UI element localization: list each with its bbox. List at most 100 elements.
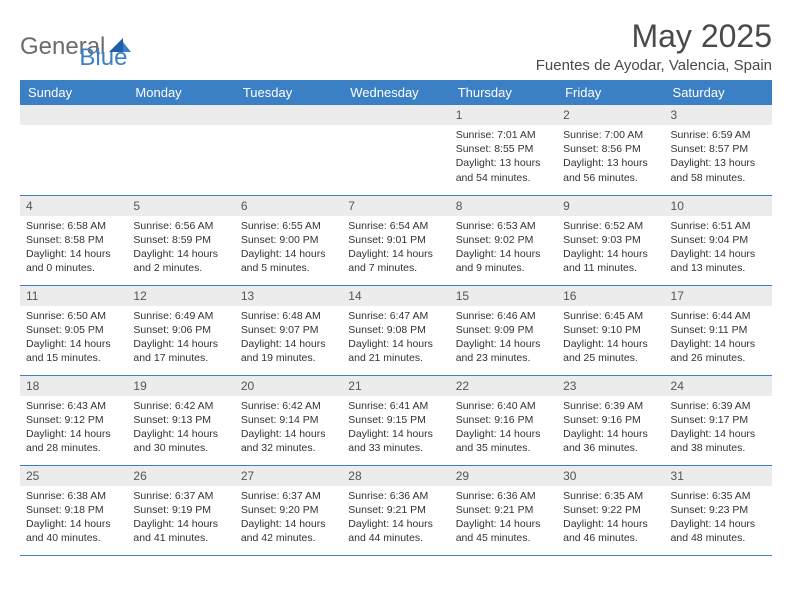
day-number: 20 [235, 376, 342, 396]
day-content: Sunrise: 6:49 AMSunset: 9:06 PMDaylight:… [127, 306, 234, 370]
calendar-cell: 8 Sunrise: 6:53 AMSunset: 9:02 PMDaylight… [450, 195, 557, 285]
sunset-line: Sunset: 9:10 PM [563, 323, 658, 337]
daylight-line: Daylight: 14 hours and 15 minutes. [26, 337, 121, 365]
day-number: 14 [342, 286, 449, 306]
sunrise-line: Sunrise: 6:56 AM [133, 219, 228, 233]
calendar-cell [127, 105, 234, 195]
sunrise-line: Sunrise: 6:54 AM [348, 219, 443, 233]
sunset-line: Sunset: 9:12 PM [26, 413, 121, 427]
sunset-line: Sunset: 9:04 PM [671, 233, 766, 247]
day-content: Sunrise: 6:39 AMSunset: 9:17 PMDaylight:… [665, 396, 772, 460]
location: Fuentes de Ayodar, Valencia, Spain [536, 57, 772, 74]
sunset-line: Sunset: 9:16 PM [563, 413, 658, 427]
logo: General Blue [20, 18, 127, 72]
day-number: 6 [235, 196, 342, 216]
daylight-line: Daylight: 14 hours and 32 minutes. [241, 427, 336, 455]
sunset-line: Sunset: 9:17 PM [671, 413, 766, 427]
calendar-cell: 27Sunrise: 6:37 AMSunset: 9:20 PMDayligh… [235, 465, 342, 555]
calendar-cell: 28Sunrise: 6:36 AMSunset: 9:21 PMDayligh… [342, 465, 449, 555]
sunset-line: Sunset: 9:20 PM [241, 503, 336, 517]
calendar-cell: 17Sunrise: 6:44 AMSunset: 9:11 PMDayligh… [665, 285, 772, 375]
sunrise-line: Sunrise: 6:35 AM [563, 489, 658, 503]
daylight-line: Daylight: 14 hours and 45 minutes. [456, 517, 551, 545]
daylight-line: Daylight: 14 hours and 40 minutes. [26, 517, 121, 545]
sunrise-line: Sunrise: 6:55 AM [241, 219, 336, 233]
daylight-line: Daylight: 14 hours and 13 minutes. [671, 247, 766, 275]
day-content: Sunrise: 6:35 AMSunset: 9:23 PMDaylight:… [665, 486, 772, 550]
calendar-cell: 15Sunrise: 6:46 AMSunset: 9:09 PMDayligh… [450, 285, 557, 375]
daylight-line: Daylight: 14 hours and 11 minutes. [563, 247, 658, 275]
day-number: 17 [665, 286, 772, 306]
day-content: Sunrise: 6:44 AMSunset: 9:11 PMDaylight:… [665, 306, 772, 370]
day-number: 4 [20, 196, 127, 216]
sunset-line: Sunset: 9:13 PM [133, 413, 228, 427]
calendar-cell [235, 105, 342, 195]
sunset-line: Sunset: 9:21 PM [348, 503, 443, 517]
sunrise-line: Sunrise: 6:35 AM [671, 489, 766, 503]
day-number [342, 105, 449, 125]
day-content: Sunrise: 6:36 AMSunset: 9:21 PMDaylight:… [342, 486, 449, 550]
day-number [127, 105, 234, 125]
calendar-row: 25Sunrise: 6:38 AMSunset: 9:18 PMDayligh… [20, 465, 772, 555]
calendar-cell: 23Sunrise: 6:39 AMSunset: 9:16 PMDayligh… [557, 375, 664, 465]
sunrise-line: Sunrise: 6:37 AM [133, 489, 228, 503]
calendar-cell: 5Sunrise: 6:56 AMSunset: 8:59 PMDaylight… [127, 195, 234, 285]
sunrise-line: Sunrise: 6:59 AM [671, 128, 766, 142]
day-number: 22 [450, 376, 557, 396]
day-number: 24 [665, 376, 772, 396]
sunrise-line: Sunrise: 6:48 AM [241, 309, 336, 323]
calendar-row: 4Sunrise: 6:58 AMSunset: 8:58 PMDaylight… [20, 195, 772, 285]
calendar-cell: 29 Sunrise: 6:36 AMSunset: 9:21 PMDayligh… [450, 465, 557, 555]
calendar-cell [20, 105, 127, 195]
day-number: 2 [557, 105, 664, 125]
sunrise-line: Sunrise: 6:45 AM [563, 309, 658, 323]
daylight-line: Daylight: 14 hours and 19 minutes. [241, 337, 336, 365]
sunset-line: Sunset: 9:15 PM [348, 413, 443, 427]
sunset-line: Sunset: 9:06 PM [133, 323, 228, 337]
weekday-header: Thursday [450, 80, 557, 105]
day-content: Sunrise: 6:58 AMSunset: 8:58 PMDaylight:… [20, 216, 127, 280]
sunset-line: Sunset: 8:57 PM [671, 142, 766, 156]
day-number: 8 [450, 196, 557, 216]
day-number: 12 [127, 286, 234, 306]
day-number: 1 [450, 105, 557, 125]
sunset-line: Sunset: 9:16 PM [456, 413, 551, 427]
calendar-cell: 9Sunrise: 6:52 AMSunset: 9:03 PMDaylight… [557, 195, 664, 285]
day-number [20, 105, 127, 125]
sunrise-line: Sunrise: 6:43 AM [26, 399, 121, 413]
day-number: 26 [127, 466, 234, 486]
sunset-line: Sunset: 9:05 PM [26, 323, 121, 337]
day-content: Sunrise: 6:59 AMSunset: 8:57 PMDaylight:… [665, 125, 772, 189]
day-content: Sunrise: 6:46 AMSunset: 9:09 PMDaylight:… [450, 306, 557, 370]
sunset-line: Sunset: 9:00 PM [241, 233, 336, 247]
daylight-line: Daylight: 14 hours and 5 minutes. [241, 247, 336, 275]
daylight-line: Daylight: 14 hours and 33 minutes. [348, 427, 443, 455]
day-content: Sunrise: 6:35 AMSunset: 9:22 PMDaylight:… [557, 486, 664, 550]
day-content: Sunrise: 6:51 AMSunset: 9:04 PMDaylight:… [665, 216, 772, 280]
sunset-line: Sunset: 9:23 PM [671, 503, 766, 517]
daylight-line: Daylight: 14 hours and 41 minutes. [133, 517, 228, 545]
calendar-cell: 20Sunrise: 6:42 AMSunset: 9:14 PMDayligh… [235, 375, 342, 465]
day-content: Sunrise: 6:45 AMSunset: 9:10 PMDaylight:… [557, 306, 664, 370]
header: General Blue May 2025 Fuentes de Ayodar,… [20, 18, 772, 74]
calendar-row: 1Sunrise: 7:01 AMSunset: 8:55 PMDaylight… [20, 105, 772, 195]
day-number: 11 [20, 286, 127, 306]
sunset-line: Sunset: 9:02 PM [456, 233, 551, 247]
daylight-line: Daylight: 14 hours and 30 minutes. [133, 427, 228, 455]
day-number: 19 [127, 376, 234, 396]
daylight-line: Daylight: 13 hours and 54 minutes. [456, 156, 551, 184]
sunrise-line: Sunrise: 6:53 AM [456, 219, 551, 233]
sunrise-line: Sunrise: 6:36 AM [456, 489, 551, 503]
day-number: 16 [557, 286, 664, 306]
sunset-line: Sunset: 9:07 PM [241, 323, 336, 337]
day-number: 29 [450, 466, 557, 486]
sunset-line: Sunset: 9:19 PM [133, 503, 228, 517]
daylight-line: Daylight: 14 hours and 36 minutes. [563, 427, 658, 455]
calendar-cell: 14Sunrise: 6:47 AMSunset: 9:08 PMDayligh… [342, 285, 449, 375]
calendar-cell: 22Sunrise: 6:40 AMSunset: 9:16 PMDayligh… [450, 375, 557, 465]
sunset-line: Sunset: 9:21 PM [456, 503, 551, 517]
daylight-line: Daylight: 14 hours and 17 minutes. [133, 337, 228, 365]
daylight-line: Daylight: 14 hours and 9 minutes. [456, 247, 551, 275]
day-content: Sunrise: 6:39 AMSunset: 9:16 PMDaylight:… [557, 396, 664, 460]
calendar-cell: 30Sunrise: 6:35 AMSunset: 9:22 PMDayligh… [557, 465, 664, 555]
